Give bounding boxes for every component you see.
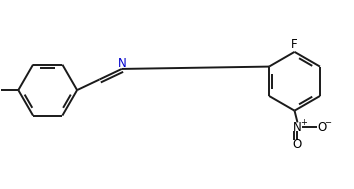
Text: O: O xyxy=(318,121,327,134)
Text: F: F xyxy=(291,38,298,51)
Text: +: + xyxy=(300,118,307,127)
Text: −: − xyxy=(325,118,332,127)
Text: O: O xyxy=(293,138,302,151)
Text: N: N xyxy=(293,121,302,134)
Text: N: N xyxy=(118,57,127,70)
